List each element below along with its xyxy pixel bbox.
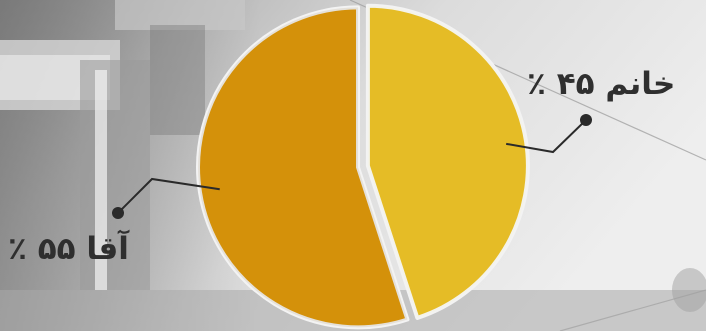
leader-dot-0 xyxy=(580,114,592,126)
slice-label-male: آقا ۵۵ ٪ xyxy=(8,231,129,267)
slice-label-female: خانم ۴۵ ٪ xyxy=(527,66,676,102)
pie-slice-1 xyxy=(196,5,410,330)
leader-line-0 xyxy=(506,119,587,154)
pie-slice-shade-0 xyxy=(367,5,528,318)
leader-line-1 xyxy=(117,177,220,214)
pie-slice-shade-1 xyxy=(198,7,408,328)
leader-dot-1 xyxy=(112,207,124,219)
pie-slice-0 xyxy=(365,3,530,320)
